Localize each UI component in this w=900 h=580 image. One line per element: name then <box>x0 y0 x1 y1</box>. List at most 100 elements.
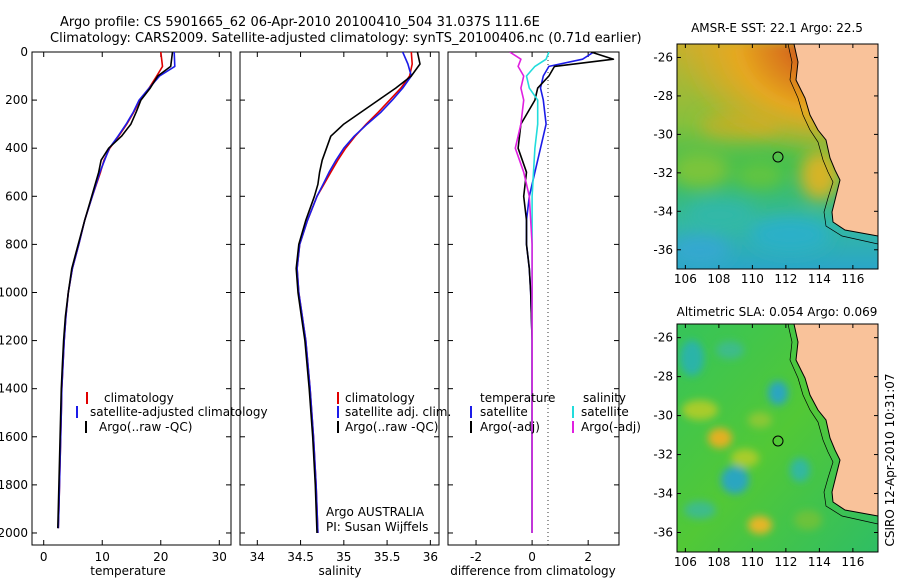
sst-map-title: AMSR-E SST: 22.1 Argo: 22.5 <box>691 21 863 35</box>
sla-map-ticks <box>677 324 878 552</box>
map-x-tick-label: 106 <box>674 555 697 569</box>
argo-float-marker <box>772 151 784 163</box>
x-tick-label: 10 <box>95 550 110 564</box>
sla-patch <box>716 341 744 359</box>
sla-patch <box>768 381 788 405</box>
legend-label-temp-satellite: satellite <box>480 405 528 419</box>
sst-map-panel: AMSR-E SST: 22.1 Argo: 22.5 106 108 110 112… <box>653 21 879 286</box>
map-y-tick-label: -34 <box>653 487 673 501</box>
title-line-2: Climatology: CARS2009. Satellite-adjuste… <box>50 31 642 46</box>
australia-land <box>794 44 878 236</box>
sla-map-axis-labels: 106 108 110 112 114 116 -26 -28 -30 -32 -34 -36 <box>653 331 864 569</box>
map-x-tick-label: 108 <box>707 555 730 569</box>
salinity-legend: climatology satellite adj. clim. Argo(..… <box>337 391 451 434</box>
series-line-argo-raw-qc <box>295 52 421 534</box>
sla-patch <box>708 428 732 448</box>
sla-map-panel: Altimetric SLA: 0.054 Argo: 0.069 <box>653 305 879 569</box>
temperature-legend: climatology satellite-adjusted climatolo… <box>76 391 268 434</box>
title-line-1: Argo profile: CS 5901665_62 06-Apr-2010 … <box>60 15 540 30</box>
map-y-tick-label: -26 <box>653 331 673 345</box>
sla-patch <box>682 400 718 420</box>
map-y-tick-label: -36 <box>653 243 673 257</box>
legend-label-satellite-adjusted: satellite-adjusted climatology <box>90 405 268 419</box>
series-line-satellite-adjusted-climatology <box>57 52 176 529</box>
difference-lines <box>509 52 615 533</box>
sla-patch <box>748 516 772 534</box>
x-tick-label: 34 <box>250 550 265 564</box>
y-tick-label: 800 <box>5 237 28 251</box>
y-tick-label: 1200 <box>0 334 28 348</box>
sst-patch <box>750 217 830 253</box>
map-x-tick-label: 112 <box>774 272 797 286</box>
csiro-credit: CSIRO 12-Apr-2010 10:31:07 <box>883 373 897 546</box>
map-y-tick-label: -28 <box>653 370 673 384</box>
series-line-climatology <box>57 52 164 529</box>
sla-map-title: Altimetric SLA: 0.054 Argo: 0.069 <box>677 305 878 319</box>
y-tick-label: 0 <box>20 45 28 59</box>
sla-field <box>677 324 878 552</box>
y-tick-label: 1000 <box>0 285 28 299</box>
temperature-lines <box>57 52 176 529</box>
map-x-tick-label: 106 <box>674 272 697 286</box>
y-tick-label: 600 <box>5 189 28 203</box>
map-x-tick-label: 116 <box>841 555 864 569</box>
sst-map-axis-labels: 106 108 110 112 114 116 -26 -28 -30 -32 -34 -36 <box>653 50 864 286</box>
y-tick-label: 1400 <box>0 382 28 396</box>
map-x-tick-label: 110 <box>741 272 764 286</box>
sla-patch <box>748 412 772 428</box>
legend-label-climatology: climatology <box>345 391 415 405</box>
legend-label-sal-argo: Argo(-adj) <box>581 420 641 434</box>
legend-label-sal-satellite: satellite <box>581 405 629 419</box>
x-tick-label: 36 <box>423 550 438 564</box>
map-y-tick-label: -36 <box>653 526 673 540</box>
difference-legend: temperature salinity satellite Argo(-adj… <box>470 391 641 434</box>
sla-patch <box>680 340 704 376</box>
x-tick-label: 35.5 <box>374 550 401 564</box>
difference-axes-frame <box>447 51 620 546</box>
difference-panel: -2 0 2 difference from climatology tempera… <box>447 51 641 578</box>
legend-header-salinity: salinity <box>583 391 626 405</box>
sla-patch <box>684 501 716 519</box>
legend-label-satellite-adj: satellite adj. clim. <box>345 405 451 419</box>
sla-patch <box>790 458 810 482</box>
map-y-tick-label: -32 <box>653 166 673 180</box>
series-line-argo-raw-qc <box>57 52 174 529</box>
map-x-tick-label: 112 <box>774 555 797 569</box>
coastline <box>793 44 878 237</box>
legend-header-temperature: temperature <box>480 391 555 405</box>
sla-patch <box>721 466 749 494</box>
bathymetry-contour <box>787 44 878 245</box>
pi-annotation: PI: Susan Wijffels <box>326 520 428 534</box>
x-tick-label: -2 <box>470 550 482 564</box>
map-x-tick-label: 108 <box>707 272 730 286</box>
sst-map-ticks <box>677 44 878 269</box>
temperature-panel: 0 10 20 30 0 200 400 600 800 1000 1200 1400 1600 1800… <box>0 45 268 578</box>
argo-program-annotation: Argo AUSTRALIA <box>326 505 425 519</box>
x-tick-label: 34.5 <box>287 550 314 564</box>
bathymetry-contour <box>787 324 878 525</box>
temperature-axes-frame <box>31 51 232 546</box>
map-y-tick-label: -30 <box>653 127 673 141</box>
x-tick-label: 30 <box>212 550 227 564</box>
coastline <box>793 324 878 517</box>
salinity-axes-frame <box>239 51 440 546</box>
argo-float-marker <box>772 435 784 447</box>
y-tick-label: 200 <box>5 93 28 107</box>
y-tick-label: 1600 <box>0 430 28 444</box>
sla-map-frame <box>676 323 879 553</box>
sla-patch <box>794 510 822 530</box>
difference-xlabel: difference from climatology <box>450 564 616 578</box>
sst-map-frame <box>676 43 879 270</box>
sla-anomaly-patches <box>680 340 822 534</box>
sst-patch <box>685 199 755 231</box>
salinity-lines <box>295 52 421 534</box>
map-y-tick-label: -34 <box>653 204 673 218</box>
series-line-temperature-satellite <box>525 52 595 533</box>
y-tick-label: 1800 <box>0 478 28 492</box>
map-x-tick-label: 116 <box>841 272 864 286</box>
sst-patch <box>677 235 730 265</box>
map-y-tick-label: -32 <box>653 448 673 462</box>
salinity-panel: 34 34.5 35 35.5 36 salinity climatology sate… <box>239 51 451 578</box>
x-tick-label: 0 <box>40 550 48 564</box>
